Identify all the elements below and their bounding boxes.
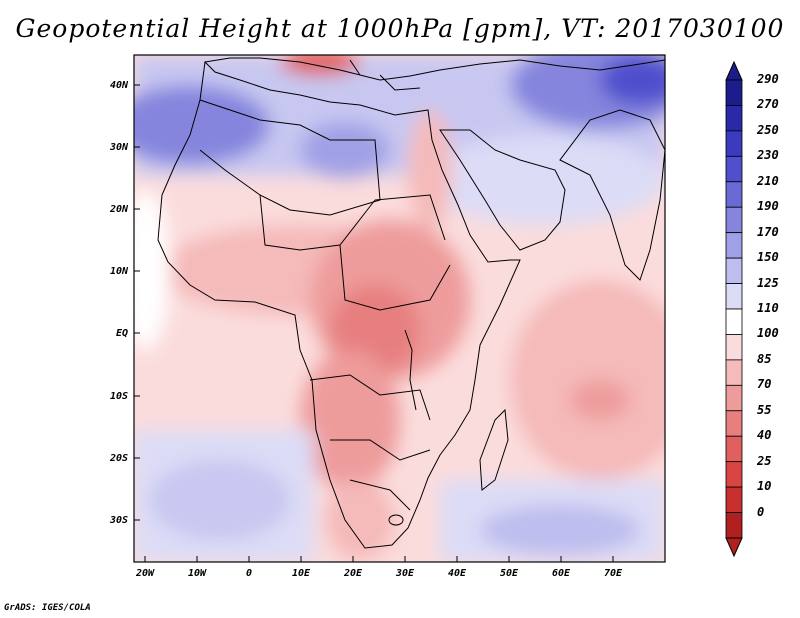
colorbar-level-label: 190 <box>757 199 779 214</box>
lat-label: 10S <box>109 391 128 402</box>
colorbar-level-label: 250 <box>757 122 779 137</box>
colorbar-swatch <box>725 334 743 361</box>
lon-label: 20W <box>135 568 155 579</box>
colorbar-level-label: 110 <box>757 301 779 315</box>
colorbar-swatch <box>725 461 743 488</box>
axis-ticks <box>134 84 614 562</box>
colorbar-swatch <box>725 257 743 284</box>
lon-label: 30E <box>395 568 415 579</box>
coastlines <box>157 57 665 549</box>
colorbar-swatch <box>725 232 743 259</box>
lon-label: 40E <box>447 568 467 579</box>
colorbar-level-label: 230 <box>757 148 779 163</box>
lat-label: 20N <box>109 204 128 215</box>
credit-text: GrADS: IGES/COLA <box>4 603 91 613</box>
lon-label: 60E <box>551 568 571 579</box>
lat-label: 20S <box>109 453 128 464</box>
colorbar-level-label: 85 <box>757 351 772 366</box>
colorbar <box>725 60 743 558</box>
colorbar-level-label: 40 <box>757 428 772 443</box>
colorbar-swatch <box>725 181 743 208</box>
colorbar-max-arrow <box>725 60 743 81</box>
height-field <box>134 55 665 562</box>
colorbar-swatch <box>725 512 743 539</box>
colorbar-level-label: 0 <box>757 504 765 519</box>
colorbar-swatch <box>725 206 743 234</box>
colorbar-level-label: 150 <box>757 250 779 265</box>
lat-label: 30S <box>109 515 128 526</box>
colorbar-level-label: 70 <box>757 377 772 392</box>
colorbar-swatch <box>725 384 743 412</box>
lon-label: 20E <box>343 568 363 579</box>
lat-label: 10N <box>109 266 128 277</box>
chart-title: Geopotential Height at 1000hPa [gpm], VT… <box>15 14 785 43</box>
lat-label: 30N <box>109 142 128 153</box>
colorbar-level-label: 10 <box>757 479 772 494</box>
colorbar-swatch <box>725 359 743 386</box>
lat-label: 40N <box>109 80 128 91</box>
colorbar-level-label: 290 <box>757 72 779 86</box>
colorbar-swatch <box>725 486 743 513</box>
lat-label: EQ <box>115 328 128 339</box>
lon-label: 50E <box>499 568 519 579</box>
lon-label: 10W <box>187 568 207 579</box>
colorbar-level-label: 25 <box>757 453 772 468</box>
colorbar-level-label: 100 <box>757 326 779 341</box>
colorbar-level-label: 55 <box>757 402 772 417</box>
colorbar-swatch <box>725 155 743 183</box>
colorbar-swatch <box>725 435 743 463</box>
lon-label: 10E <box>291 568 311 579</box>
colorbar-min-arrow <box>725 537 743 558</box>
map-frame <box>133 54 666 563</box>
colorbar-swatch <box>725 105 743 132</box>
colorbar-swatch <box>725 308 743 335</box>
colorbar-level-label: 270 <box>757 97 779 112</box>
colorbar-level-label: 125 <box>757 275 779 290</box>
lon-label: 70E <box>603 568 623 579</box>
colorbar-swatch <box>725 79 743 106</box>
colorbar-swatch <box>725 283 743 310</box>
colorbar-swatch <box>725 410 743 437</box>
colorbar-level-label: 170 <box>757 224 779 239</box>
colorbar-swatch <box>725 130 743 157</box>
colorbar-level-label: 210 <box>757 173 779 188</box>
lon-label: 0 <box>245 568 253 579</box>
